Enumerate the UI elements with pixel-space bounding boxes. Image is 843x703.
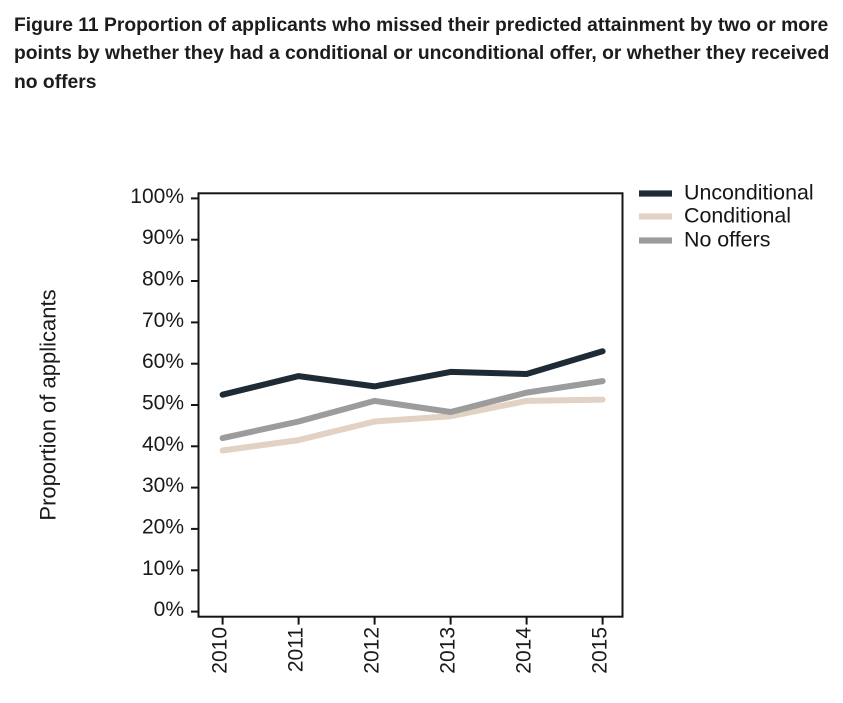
svg-text:0%: 0% [154,598,184,621]
svg-text:20%: 20% [142,515,184,538]
svg-text:Conditional: Conditional [684,204,791,228]
svg-text:2012: 2012 [360,627,383,674]
svg-text:40%: 40% [142,433,184,456]
svg-text:10%: 10% [142,557,184,580]
svg-text:90%: 90% [142,226,184,249]
svg-text:2015: 2015 [588,627,611,674]
svg-text:No offers: No offers [684,228,770,252]
svg-text:60%: 60% [142,350,184,373]
svg-text:Unconditional: Unconditional [684,180,814,204]
svg-text:80%: 80% [142,268,184,291]
svg-text:2011: 2011 [284,627,307,672]
svg-text:70%: 70% [142,309,184,332]
svg-text:30%: 30% [142,474,184,497]
svg-text:50%: 50% [142,392,184,415]
svg-text:100%: 100% [130,185,184,208]
svg-text:2013: 2013 [436,627,459,674]
svg-text:Proportion of applicants: Proportion of applicants [36,289,61,520]
svg-text:2014: 2014 [512,627,535,674]
svg-text:2010: 2010 [208,627,231,674]
